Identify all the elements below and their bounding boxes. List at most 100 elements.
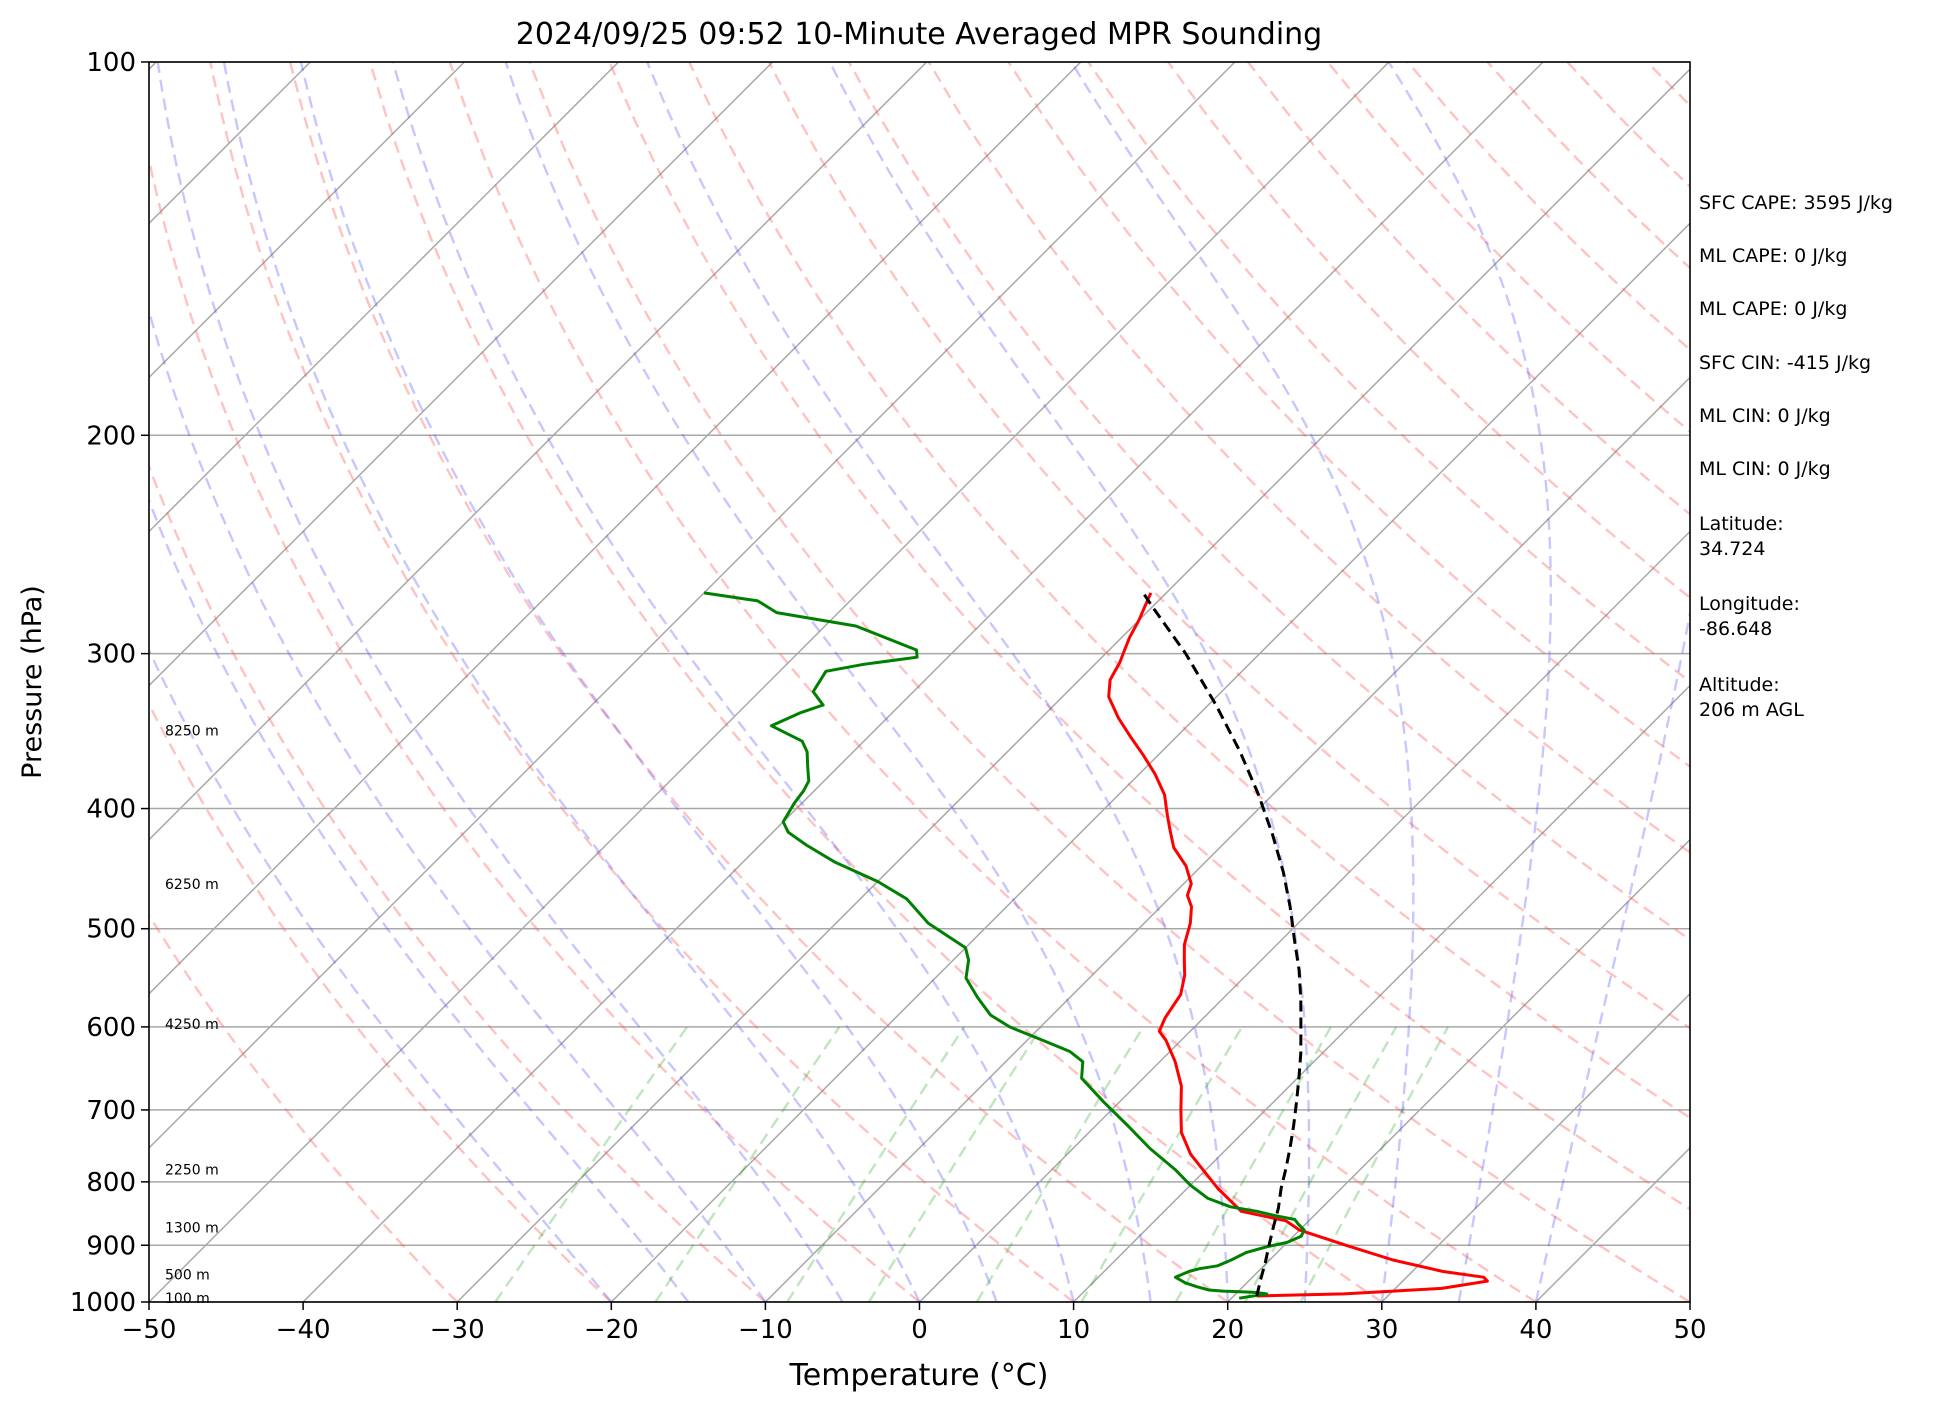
x-tick-label: −10 <box>738 1315 793 1345</box>
isotherm-line <box>1073 684 1690 1302</box>
moist-adiabat-line <box>222 62 921 1302</box>
mixing-ratio-line <box>1080 1026 1244 1302</box>
isotherm-line <box>0 62 2 1302</box>
mixing-ratio-line <box>1299 1026 1450 1302</box>
x-axis-label: Temperature (°C) <box>789 1358 1049 1393</box>
mixing-ratio-line <box>975 1026 1145 1302</box>
ml-cape-text-2: ML CAPE: 0 J/kg <box>1699 298 1848 320</box>
dry-adiabat-line <box>608 62 1690 1211</box>
dry-adiabat-line <box>1087 62 1690 684</box>
isotherm-line <box>149 62 1082 995</box>
isotherm-line <box>610 222 1690 1302</box>
y-tick-label: 300 <box>86 640 136 670</box>
dry-adiabat-line <box>767 62 1690 1030</box>
y-axis-label: Pressure (hPa) <box>17 585 48 779</box>
moist-adiabat-line <box>149 647 613 1302</box>
isotherm-line <box>149 62 465 379</box>
x-tick-label: 10 <box>1057 1315 1090 1345</box>
mixing-ratio-line <box>494 1026 689 1302</box>
dry-adiabat-line <box>1406 62 1690 352</box>
dewpoint-trace <box>703 591 1306 1300</box>
isotherm-line <box>149 62 774 687</box>
isotherm-line <box>764 376 1690 1302</box>
moist-adiabat-line <box>299 62 998 1302</box>
ml-cape-text: ML CAPE: 0 J/kg <box>1699 245 1848 267</box>
isotherm-line <box>302 62 1544 1302</box>
plot-frame <box>148 61 1691 1303</box>
y-tick-label: 100 <box>86 48 136 78</box>
dry-adiabat-line <box>448 62 1537 1302</box>
height-label: 100 m <box>165 1291 210 1307</box>
y-tick-label: 900 <box>86 1231 136 1261</box>
mixing-ratio-line <box>867 1026 1043 1302</box>
x-tick-label: 0 <box>911 1315 928 1345</box>
y-tick-label: 500 <box>86 915 136 945</box>
isotherm-line <box>918 530 1690 1302</box>
sounding-traces <box>703 591 1489 1300</box>
isotherm-line <box>149 62 928 841</box>
x-tick-label: −30 <box>430 1315 485 1345</box>
altitude-text: Altitude: 206 m AGL <box>1699 674 1804 721</box>
moist-adiabat-line <box>149 307 767 1302</box>
dry-adiabat-line <box>1167 62 1690 600</box>
mixing-ratio-line <box>786 1026 966 1302</box>
moist-adiabat-line <box>391 62 1075 1302</box>
y-tick-label: 400 <box>86 795 136 825</box>
moist-adiabat-line <box>1387 62 1552 1302</box>
isotherm-line <box>149 62 1236 1149</box>
x-tick-label: 40 <box>1519 1315 1552 1345</box>
mixing-ratio-line <box>1244 1026 1398 1302</box>
height-label: 4250 m <box>165 1017 219 1033</box>
dry-adiabat-line <box>209 62 1075 1302</box>
y-tick-label: 200 <box>86 421 136 451</box>
sfc-cin-text: SFC CIN: -415 J/kg <box>1699 352 1872 374</box>
y-tick-label: 600 <box>86 1013 136 1043</box>
x-tick-label: −50 <box>122 1315 177 1345</box>
ml-cin-text-2: ML CIN: 0 J/kg <box>1699 458 1831 480</box>
dry-adiabat-line <box>149 154 921 1302</box>
moist-adiabat-line <box>1534 607 1690 1302</box>
parcel-trace <box>1141 592 1303 1297</box>
height-label: 500 m <box>165 1267 210 1283</box>
x-tick-label: 20 <box>1211 1315 1244 1345</box>
sfc-cape-text: SFC CAPE: 3595 J/kg <box>1699 192 1893 214</box>
y-tick-label: 1000 <box>70 1288 136 1318</box>
isotherm-line <box>149 62 1390 1302</box>
mixing-ratio-line <box>654 1026 841 1302</box>
moist-adiabat-line <box>149 497 690 1302</box>
moist-adiabat-line <box>504 62 1152 1302</box>
moist-adiabat-line <box>156 62 844 1302</box>
dry-adiabat-line <box>688 62 1690 1120</box>
dry-adiabat-line <box>528 62 1690 1302</box>
background-lines <box>0 62 1936 1302</box>
moist-adiabat-line <box>828 62 1311 1302</box>
chart-title: 2024/09/25 09:52 10-Minute Averaged MPR … <box>516 17 1322 52</box>
height-label: 1300 m <box>165 1221 219 1237</box>
dry-adiabat-line <box>149 913 459 1302</box>
x-tick-label: 30 <box>1365 1315 1398 1345</box>
y-tick-label: 800 <box>86 1168 136 1198</box>
isotherm-line <box>1844 62 1936 1302</box>
temperature-trace <box>1107 592 1489 1298</box>
isotherm-line <box>149 62 620 533</box>
height-label: 2250 m <box>165 1163 219 1179</box>
mixing-ratio-line <box>1174 1026 1332 1302</box>
y-tick-label: 700 <box>86 1096 136 1126</box>
dry-adiabat-line <box>847 62 1690 942</box>
isotherm-line <box>1381 992 1690 1302</box>
height-label: 8250 m <box>165 723 219 739</box>
height-label: 6250 m <box>165 877 219 893</box>
x-tick-label: 50 <box>1673 1315 1706 1345</box>
dry-adiabat-line <box>149 701 613 1302</box>
dry-adiabat-line <box>149 463 767 1302</box>
longitude-text: Longitude: -86.648 <box>1699 593 1800 640</box>
ml-cin-text: ML CIN: 0 J/kg <box>1699 405 1831 427</box>
height-labels: 8250 m 6250 m 4250 m 2250 m 1300 m 500 m 100 m <box>165 723 219 1307</box>
moist-adiabat-line <box>1070 62 1415 1302</box>
x-tick-label: −40 <box>276 1315 331 1345</box>
dry-adiabat-line <box>288 62 1229 1302</box>
isotherm-line <box>1227 838 1690 1302</box>
isotherm-line <box>456 68 1690 1302</box>
